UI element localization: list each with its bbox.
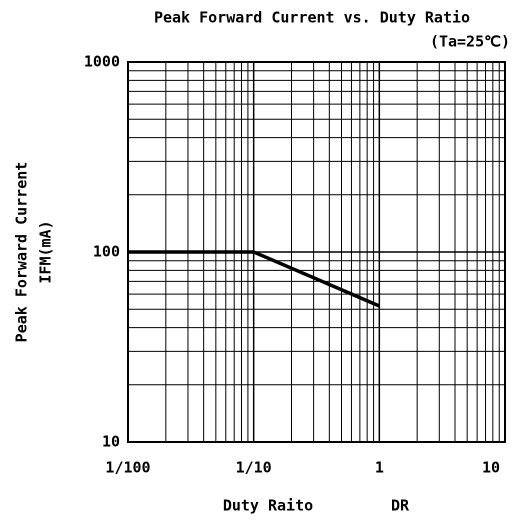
x-axis-label: Duty Raito <box>223 497 313 515</box>
x-tick-label: 1/100 <box>105 459 150 477</box>
x-tick-label: 1/10 <box>236 459 272 477</box>
chart-subtitle: (Ta=25℃) <box>430 33 510 51</box>
y-tick-label: 1000 <box>84 53 120 71</box>
x-tick-label: 10 <box>482 459 500 477</box>
data-line <box>128 250 381 308</box>
x-tick-label: 1 <box>375 459 384 477</box>
x-axis-symbol: DR <box>391 497 410 515</box>
y-tick-label: 100 <box>93 243 120 261</box>
y-tick-label: 10 <box>102 433 120 451</box>
chart-title: Peak Forward Current vs. Duty Ratio <box>154 9 470 27</box>
y-axis-label: Peak Forward Current <box>13 162 31 343</box>
y-axis-label: IFM(mA) <box>37 220 55 283</box>
